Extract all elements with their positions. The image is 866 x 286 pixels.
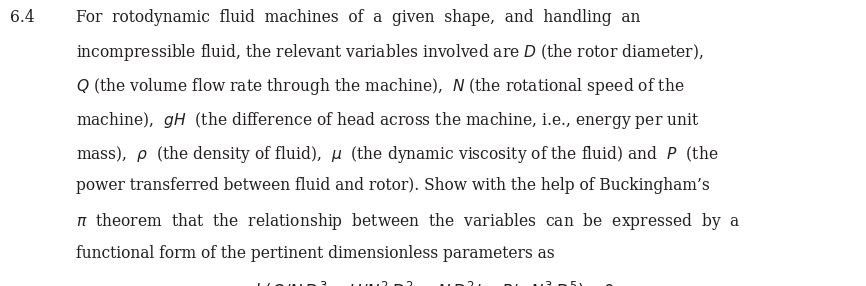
Text: functional form of the pertinent dimensionless parameters as: functional form of the pertinent dimensi…: [76, 245, 555, 262]
Text: machine),  $gH$  (the difference of head across the machine, i.e., energy per un: machine), $gH$ (the difference of head a…: [76, 110, 700, 131]
Text: For  rotodynamic  fluid  machines  of  a  given  shape,  and  handling  an: For rotodynamic fluid machines of a give…: [76, 9, 641, 25]
Text: mass),  $\rho$  (the density of fluid),  $\mu$  (the dynamic viscosity of the fl: mass), $\rho$ (the density of fluid), $\…: [76, 144, 719, 164]
Text: $Q$ (the volume flow rate through the machine),  $N$ (the rotational speed of th: $Q$ (the volume flow rate through the ma…: [76, 76, 685, 97]
Text: 6.4: 6.4: [10, 9, 35, 25]
Text: $\pi$  theorem  that  the  relationship  between  the  variables  can  be  expre: $\pi$ theorem that the relationship betw…: [76, 211, 740, 232]
Text: incompressible fluid, the relevant variables involved are $D$ (the rotor diamete: incompressible fluid, the relevant varia…: [76, 42, 704, 63]
Text: power transferred between fluid and rotor). Show with the help of Buckingham’s: power transferred between fluid and roto…: [76, 177, 710, 194]
Text: $\phi\,(Q/N\,D^{3},\, gH/N^{2}\,D^{2},\, \rho\, N\, D^{2}/\mu,\, P/\rho\, N^{3}\: $\phi\,(Q/N\,D^{3},\, gH/N^{2}\,D^{2},\,…: [251, 280, 615, 286]
